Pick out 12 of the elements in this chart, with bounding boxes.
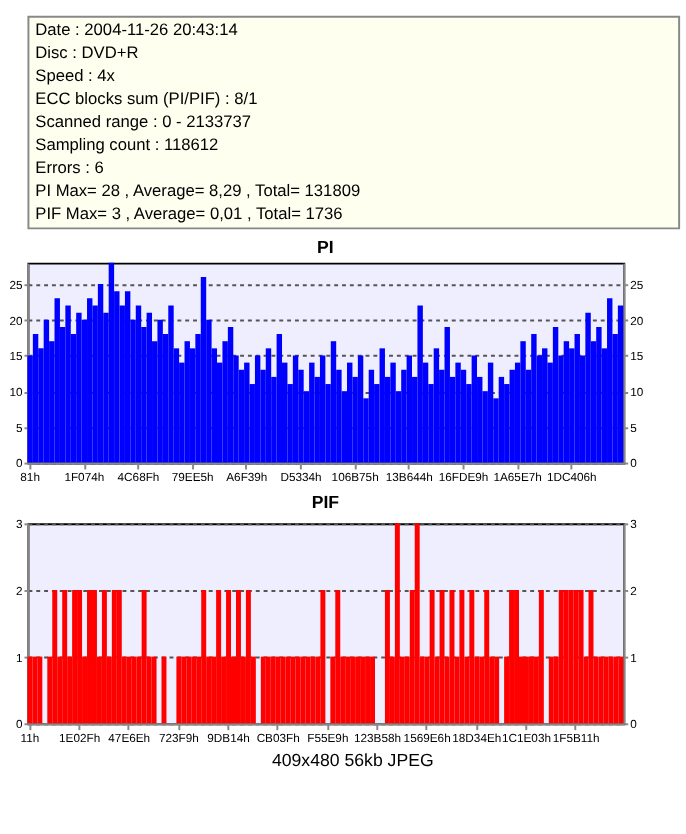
text: PIF Max= 3 , Average= 0,01 , Total= 1736 [35,203,344,224]
text: Sampling count : 118612 [35,134,220,155]
text: ECC blocks sum (PI/PIF) : 8/1 [35,88,259,109]
text: Scanned range : 0 - 2133737 [35,111,252,132]
text: PI Max= 28 , Average= 8,29 , Total= 131809 [35,180,361,201]
chart-title: PIF [311,491,341,512]
text: Speed : 4x [35,65,117,86]
chart-title: PI [317,236,334,257]
text: Date : 2004-11-26 20:43:14 [35,19,239,40]
text: 409x480 56kb JPEG [271,750,434,771]
text: Errors : 6 [35,157,105,178]
text: Disc : DVD+R [35,42,139,63]
